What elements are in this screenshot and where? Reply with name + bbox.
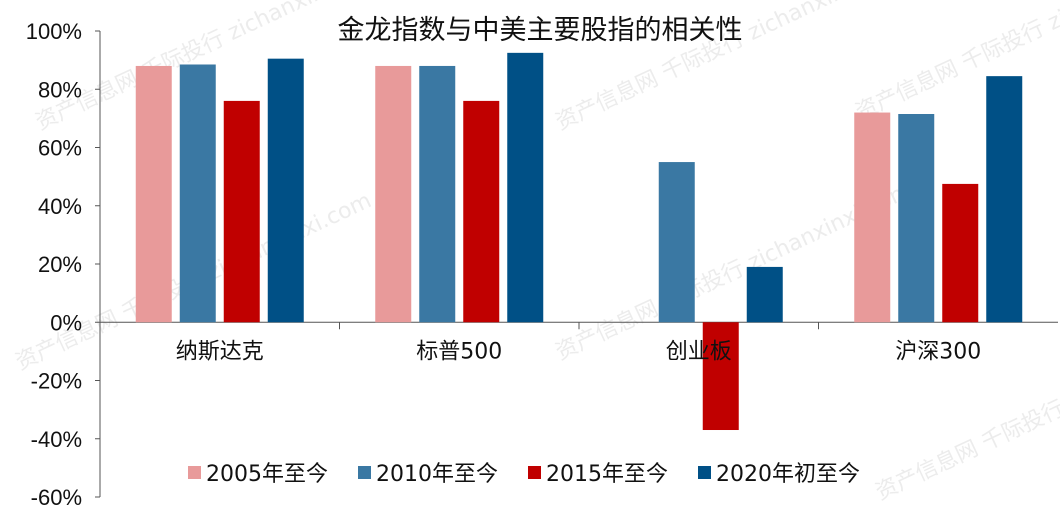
category-label: 沪深300 [895, 339, 981, 364]
bar [267, 58, 304, 323]
legend-item: 2010年至今 [358, 456, 498, 488]
bar [702, 322, 739, 431]
y-tick-label: 20% [38, 252, 82, 277]
category-label: 标普500 [416, 339, 502, 364]
bar [658, 162, 695, 323]
legend-label: 2010年至今 [376, 462, 498, 487]
y-tick-label: 80% [38, 77, 82, 102]
bar [854, 112, 891, 323]
legend-item: 2020年初至今 [698, 456, 860, 488]
legend-swatch [188, 465, 201, 479]
y-tick-label: 0% [50, 310, 82, 335]
legend-swatch [358, 465, 371, 479]
y-tick-label: -60% [31, 485, 82, 510]
bar [375, 65, 412, 323]
chart-legend: 2005年至今 2010年至今 2015年至今 2020年初至今 [188, 456, 860, 488]
legend-label: 2015年至今 [546, 462, 668, 487]
category-label: 创业板 [666, 339, 732, 364]
chart-title: 金龙指数与中美主要股指的相关性 [338, 15, 743, 46]
y-tick-label: 60% [38, 136, 82, 161]
y-tick-label: 100% [26, 19, 82, 44]
legend-label: 2005年至今 [206, 462, 328, 487]
axes: 100% 80% 60% 40% 20% 0% -20% -40% -60% [26, 19, 1058, 510]
legend-swatch [528, 465, 541, 479]
y-tick-label: 40% [38, 194, 82, 219]
bar [746, 266, 783, 323]
bar [463, 100, 500, 323]
bar [986, 76, 1023, 323]
bars [135, 52, 1023, 431]
bar [179, 64, 216, 323]
watermark-text: 资产信息网 千际投行 zichanxinxi.com [852, 0, 1060, 125]
bar [419, 65, 456, 323]
y-tick-label: -20% [31, 369, 82, 394]
bar [507, 52, 544, 323]
labels: 纳斯达克 标普500 创业板 沪深300 金龙指数与中美主要股指的相关性 [176, 15, 982, 364]
category-label: 纳斯达克 [176, 339, 264, 364]
legend-item: 2015年至今 [528, 456, 668, 488]
bar [223, 100, 260, 323]
legend-label: 2020年初至今 [716, 462, 860, 487]
y-tick-label: -40% [31, 427, 82, 452]
bar [942, 183, 979, 323]
bar [898, 114, 935, 323]
legend-item: 2005年至今 [188, 456, 328, 488]
legend-swatch [698, 465, 711, 479]
bar [135, 65, 172, 323]
